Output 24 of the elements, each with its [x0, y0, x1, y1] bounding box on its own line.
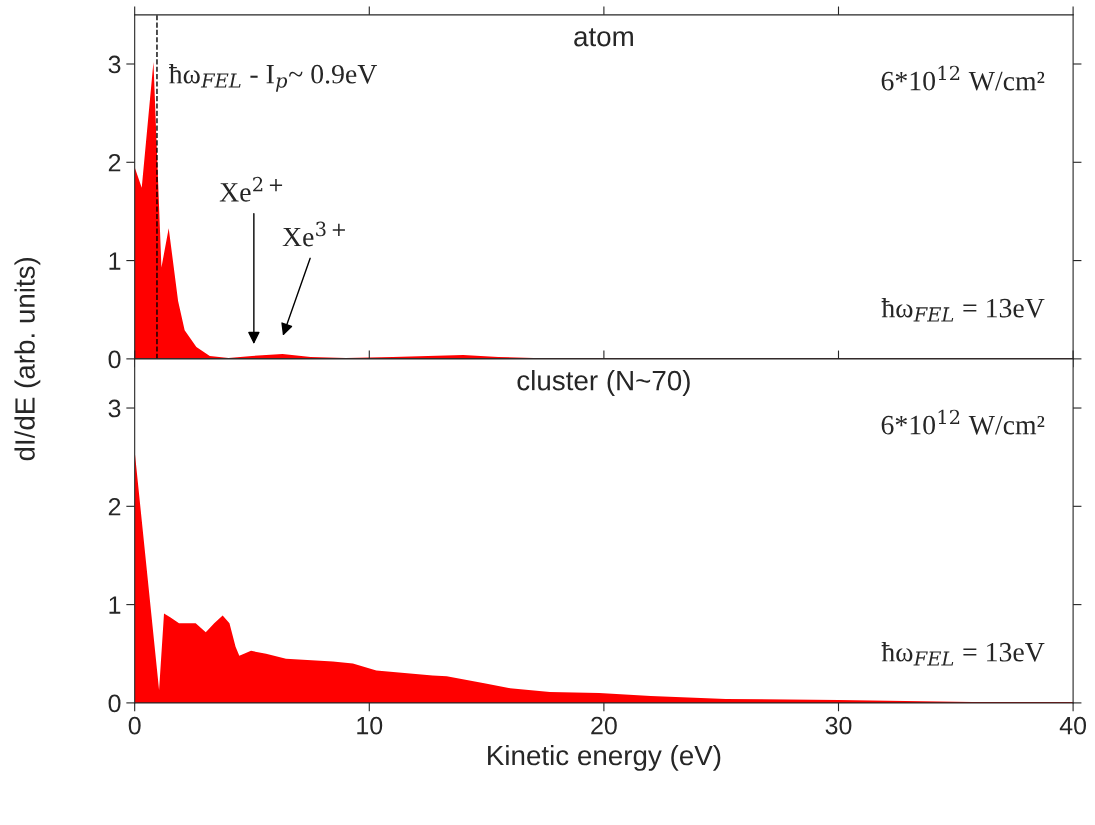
- y-tick-label: 3: [108, 399, 121, 418]
- y-tick-label: 0: [108, 694, 121, 713]
- annotation: ħω$_{FEL}$ = 13eV: [881, 641, 1045, 666]
- annotation: 6*10$^{12}$ W/cm²: [881, 409, 1045, 435]
- x-tick-label: 30: [825, 716, 852, 735]
- x-tick-label: 20: [591, 716, 617, 735]
- y-tick-label: 2: [108, 153, 121, 172]
- y-tick-label: 2: [108, 497, 121, 516]
- y-tick-label: 0: [108, 350, 121, 369]
- annotation: Xe$^{2+}$: [219, 176, 283, 202]
- x-tick-label: 10: [357, 716, 383, 735]
- y-tick-label: 1: [109, 252, 121, 270]
- chart-title: cluster (N~70): [517, 370, 690, 396]
- x-axis-title: Kinetic energy (eV): [488, 744, 721, 771]
- y-axis-title: dI/dE (arb. units): [14, 257, 41, 461]
- ref-line-label: ħω$_{FEL}$ - I$_{p}$~ 0.9eV: [168, 64, 378, 92]
- y-tick-label: 1: [109, 596, 121, 614]
- x-tick-label: 40: [1059, 716, 1087, 735]
- chart-title: atom: [574, 28, 633, 47]
- x-tick-label: 0: [128, 716, 141, 735]
- annotation: Xe$^{3+}$: [282, 221, 345, 247]
- y-tick-label: 3: [108, 55, 121, 74]
- annotation: 6*10$^{12}$ W/cm²: [881, 65, 1045, 91]
- annotation: ħω$_{FEL}$ = 13eV: [881, 297, 1045, 322]
